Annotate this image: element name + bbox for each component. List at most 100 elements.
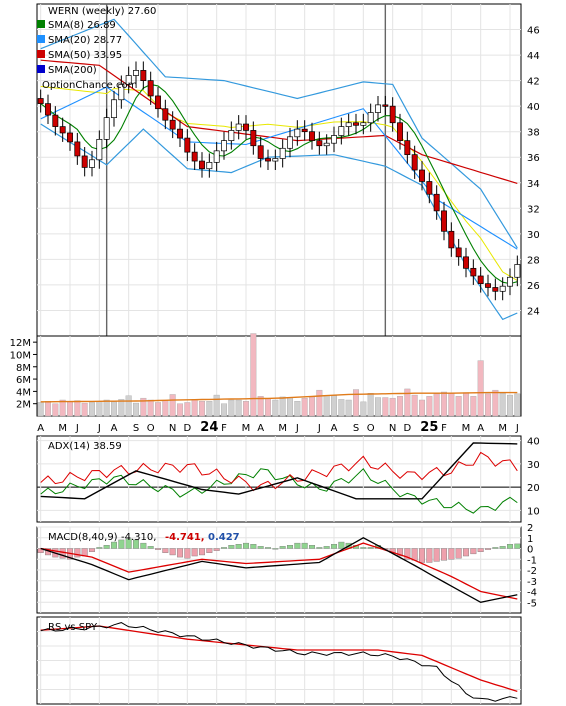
time-tick-label: M <box>462 423 471 434</box>
time-tick-label: S <box>133 423 139 434</box>
time-tick-label: N <box>389 423 396 434</box>
candle <box>169 119 176 130</box>
candle <box>89 159 95 168</box>
macd-histogram-bar <box>169 548 176 556</box>
candle <box>125 75 132 85</box>
macd-histogram-bar <box>441 548 448 561</box>
adx-panel: 40 30 20 10 <box>36 435 540 523</box>
time-tick-label: M <box>242 423 251 434</box>
volume-bar <box>235 399 242 417</box>
adx-label: ADX(14) 38.59 <box>48 441 122 452</box>
macd-histogram-bar <box>118 539 125 549</box>
plus-di-line <box>40 468 518 514</box>
volume-bar <box>250 333 257 417</box>
candle <box>67 132 73 143</box>
candle <box>389 105 396 124</box>
legend-swatch-sma20 <box>37 35 45 43</box>
volume-bar <box>463 392 470 417</box>
volume-bar <box>448 393 455 417</box>
volume-bar <box>507 394 514 417</box>
macd-tick-label: -1 <box>527 555 537 566</box>
time-tick-label: A <box>477 423 484 434</box>
volume-bar <box>301 397 308 417</box>
volume-bar <box>220 403 227 417</box>
volume-bar <box>433 393 440 417</box>
price-tick-label: 40 <box>527 102 540 113</box>
macd-histogram-bar <box>147 546 154 549</box>
candle <box>272 158 279 162</box>
candle <box>433 193 440 212</box>
time-tick-label: D <box>403 423 411 434</box>
macd-histogram-bar <box>294 542 301 549</box>
candle <box>221 140 227 152</box>
macd-signal-line <box>40 542 518 600</box>
candle <box>338 126 345 136</box>
volume-bar <box>59 399 66 417</box>
candle <box>345 122 352 127</box>
candle <box>419 169 425 182</box>
macd-histogram-bar <box>96 547 103 549</box>
time-tick-label: 25 <box>420 420 438 435</box>
candle <box>111 99 117 118</box>
bollinger-upper-band <box>40 18 518 249</box>
candle <box>323 142 330 147</box>
legend-sma50: SMA(50) 33.95 <box>48 50 122 61</box>
time-tick-label: J <box>75 423 79 434</box>
candle <box>507 276 513 287</box>
price-panel: 46 44 42 40 38 36 34 32 30 28 26 24 <box>36 3 540 337</box>
candle <box>301 128 308 133</box>
macd-histogram-bar <box>404 548 411 560</box>
sma8-line <box>40 83 518 285</box>
volume-bar <box>176 403 183 417</box>
volume-bar <box>287 397 294 417</box>
macd-histogram-bar <box>235 544 242 549</box>
volume-bar <box>206 401 213 417</box>
macd-value: -4.310, <box>121 532 156 543</box>
macd-histogram-bar <box>103 545 110 549</box>
macd-histogram-bar <box>191 548 198 557</box>
volume-bar <box>441 391 448 417</box>
macd-histogram-bar <box>301 542 308 549</box>
volume-bar <box>316 389 323 417</box>
macd-histogram-bar <box>309 545 316 549</box>
volume-bar <box>279 396 286 417</box>
macd-histogram-bar <box>331 544 338 549</box>
volume-bar <box>514 393 521 417</box>
candle <box>184 137 191 153</box>
volume-bar <box>74 400 81 417</box>
macd-histogram-bar <box>250 544 257 549</box>
macd-histogram-bar <box>485 548 492 550</box>
candle <box>45 103 51 116</box>
time-tick-label: A <box>111 423 118 434</box>
time-tick-label: N <box>169 423 176 434</box>
volume-bar <box>360 401 367 417</box>
macd-tick-label: -4 <box>527 588 537 599</box>
volume-bar <box>265 398 272 417</box>
adx-tick-label: 10 <box>527 506 540 517</box>
volume-bar <box>397 396 404 417</box>
candle <box>265 158 271 162</box>
macd-histogram-bar <box>132 539 139 549</box>
candle <box>294 128 301 138</box>
volume-bar <box>323 395 330 417</box>
candle <box>441 210 447 232</box>
time-tick-label: A <box>37 423 44 434</box>
candle <box>191 151 198 162</box>
volume-bar <box>213 394 220 417</box>
macd-histogram-bar <box>514 543 521 549</box>
adx-tick-label: 30 <box>527 460 540 471</box>
volume-bar <box>375 397 382 417</box>
macd-histogram-bar <box>110 541 117 549</box>
candle <box>367 112 374 124</box>
volume-bar <box>45 401 52 417</box>
price-tick-label: 46 <box>527 26 540 37</box>
time-tick-label: J <box>97 423 101 434</box>
volume-bar <box>331 395 338 417</box>
volume-bar <box>140 397 147 417</box>
legend-swatch-sma8 <box>37 20 45 28</box>
candle <box>147 80 154 97</box>
macd-histogram-bar <box>367 547 374 549</box>
macd-panel: 210-1-2-3-4-5 <box>36 523 537 614</box>
macd-histogram-bar <box>88 548 95 552</box>
price-tick-label: 38 <box>527 128 540 139</box>
